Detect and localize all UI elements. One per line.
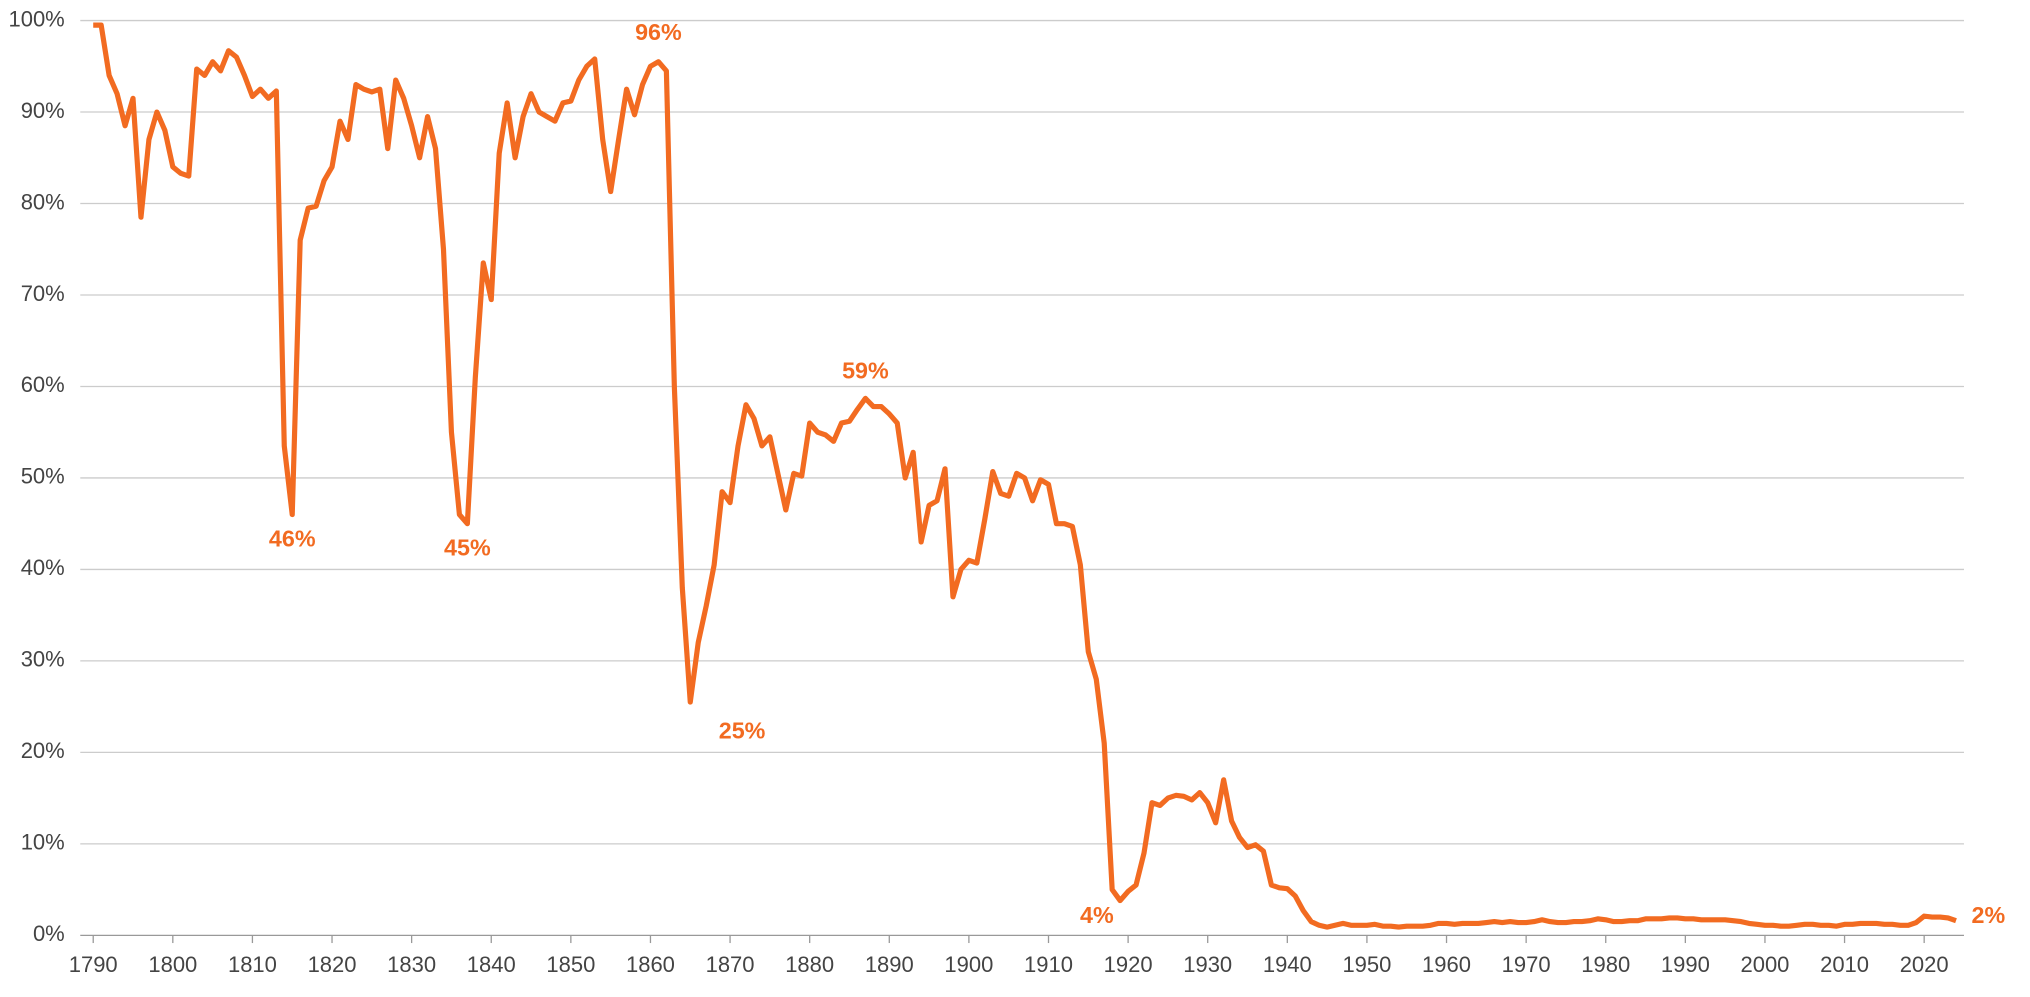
annotation: 96% xyxy=(635,19,682,45)
x-tick-label: 1930 xyxy=(1183,952,1232,977)
x-tick-label: 1970 xyxy=(1502,952,1551,977)
y-tick-label: 90% xyxy=(21,98,65,123)
annotation: 25% xyxy=(719,718,766,744)
x-tick-label: 2010 xyxy=(1820,952,1869,977)
annotation: 46% xyxy=(269,525,316,551)
x-tick-label: 2000 xyxy=(1740,952,1789,977)
x-tick-label: 1840 xyxy=(467,952,516,977)
annotation: 2% xyxy=(1972,902,2006,928)
x-tick-label: 1810 xyxy=(228,952,277,977)
x-tick-label: 1800 xyxy=(148,952,197,977)
x-tick-label: 1990 xyxy=(1661,952,1710,977)
x-tick-label: 1920 xyxy=(1104,952,1153,977)
x-tick-label: 1880 xyxy=(785,952,834,977)
x-tick-label: 2020 xyxy=(1900,952,1949,977)
x-tick-label: 1790 xyxy=(69,952,118,977)
annotation: 59% xyxy=(842,358,889,384)
x-tick-label: 1940 xyxy=(1263,952,1312,977)
y-tick-label: 0% xyxy=(33,921,65,946)
x-tick-label: 1900 xyxy=(944,952,993,977)
y-tick-label: 50% xyxy=(21,464,65,489)
x-tick-label: 1960 xyxy=(1422,952,1471,977)
y-tick-label: 70% xyxy=(21,281,65,306)
y-tick-label: 40% xyxy=(21,555,65,580)
x-tick-label: 1980 xyxy=(1581,952,1630,977)
x-tick-label: 1890 xyxy=(865,952,914,977)
annotation: 4% xyxy=(1080,902,1114,928)
y-tick-label: 60% xyxy=(21,372,65,397)
x-tick-label: 1950 xyxy=(1342,952,1391,977)
y-tick-label: 20% xyxy=(21,738,65,763)
annotation: 45% xyxy=(444,535,491,561)
line xyxy=(93,22,1957,930)
y-tick-label: 10% xyxy=(21,830,65,855)
x-tick-label: 1830 xyxy=(387,952,436,977)
y-tick-label: 100% xyxy=(8,6,64,31)
y-tick-label: 80% xyxy=(21,189,65,214)
x-tick-label: 1820 xyxy=(308,952,357,977)
y-tick-label: 30% xyxy=(21,647,65,672)
x-tick-label: 1910 xyxy=(1024,952,1073,977)
x-tick-label: 1850 xyxy=(546,952,595,977)
x-tick-label: 1870 xyxy=(706,952,755,977)
x-tick-label: 1860 xyxy=(626,952,675,977)
